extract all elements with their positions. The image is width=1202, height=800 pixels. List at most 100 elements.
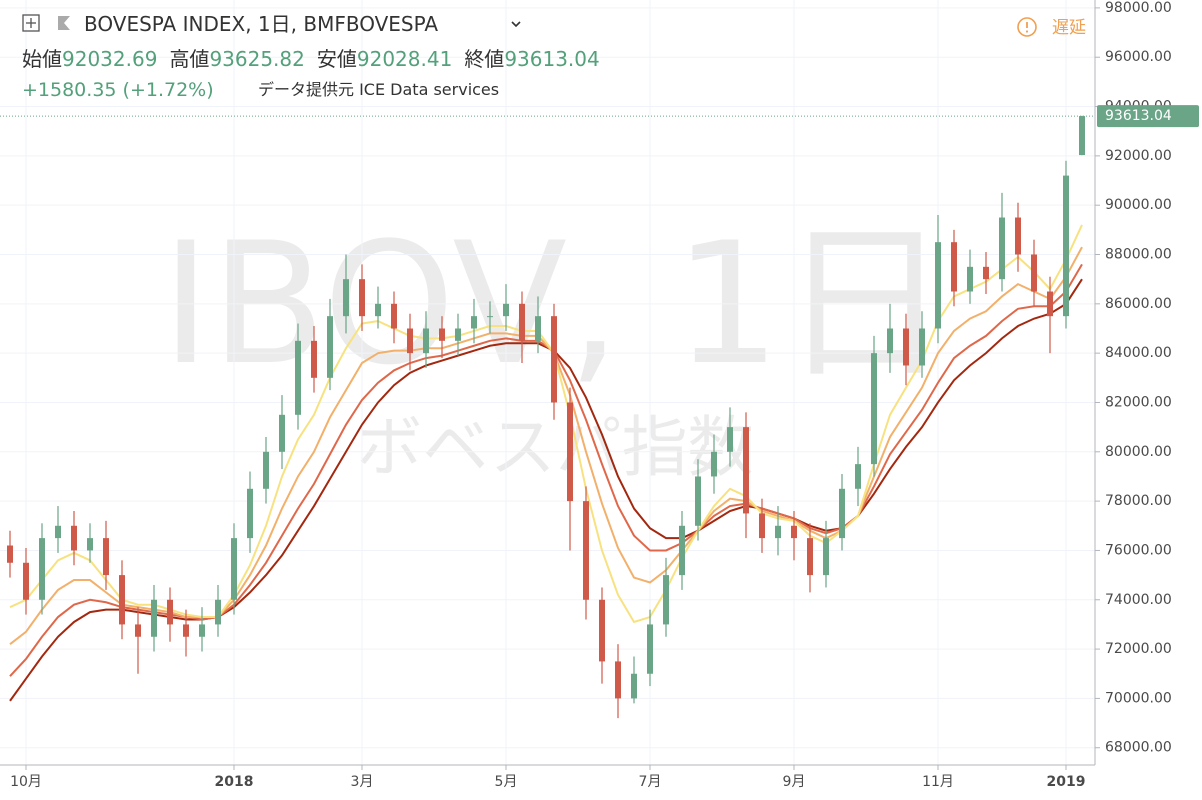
high-value: 93625.82	[209, 47, 304, 71]
expand-icon[interactable]	[22, 14, 40, 32]
y-tick-label: 76000.00	[1105, 542, 1172, 558]
bar-body	[1047, 291, 1053, 317]
data-source: データ提供元 ICE Data services	[258, 80, 499, 99]
bar-body	[791, 525, 797, 539]
delay-icon	[1017, 17, 1037, 37]
bar-body	[183, 624, 189, 637]
bar-body	[807, 538, 813, 576]
x-tick-label: 3月	[351, 774, 374, 790]
bar-body	[583, 501, 589, 600]
bar-body	[839, 488, 845, 539]
moving-average-line	[9, 278, 1083, 702]
bar-body	[327, 316, 333, 378]
bar-body	[71, 525, 77, 551]
bar-body	[215, 599, 221, 625]
bar-body	[167, 599, 173, 625]
dropdown-icon[interactable]	[511, 21, 521, 28]
bar-body	[855, 464, 861, 489]
header: BOVESPA INDEX, 1日, BMFBOVESPA 始値92032.69…	[22, 12, 1086, 101]
bar-body	[631, 673, 637, 699]
y-tick-label: 82000.00	[1105, 394, 1172, 410]
low-value: 92028.41	[357, 47, 452, 71]
bar-body	[39, 538, 45, 600]
bar-body	[503, 303, 509, 317]
y-tick-label: 98000.00	[1105, 0, 1172, 16]
bar-body	[263, 451, 269, 489]
bar-body	[967, 266, 973, 292]
y-tick-label: 72000.00	[1105, 641, 1172, 657]
bar-body	[23, 562, 29, 600]
y-tick-label: 68000.00	[1105, 740, 1172, 756]
delay-icon-dot	[1025, 30, 1029, 33]
bar-body	[439, 328, 445, 341]
bar-body	[663, 575, 669, 625]
bar-body	[391, 303, 397, 329]
close-label: 終値	[464, 47, 504, 71]
bar-body	[375, 303, 381, 317]
bar-body	[615, 661, 621, 699]
bar-body	[599, 599, 605, 662]
bar-body	[103, 538, 109, 576]
bar-body	[999, 217, 1005, 280]
bar-body	[775, 525, 781, 539]
high-label: 高値	[169, 47, 209, 71]
y-tick-label: 88000.00	[1105, 247, 1172, 263]
bar-body	[679, 525, 685, 576]
bar-body	[119, 575, 125, 625]
bar-body	[311, 340, 317, 378]
bar-body	[919, 328, 925, 366]
bar-body	[423, 328, 429, 354]
y-tick-label: 74000.00	[1105, 592, 1172, 608]
x-tick-label: 10月	[10, 774, 42, 790]
bar-body	[823, 538, 829, 576]
watermark-subtitle: ボベスパ指数	[356, 409, 753, 486]
bar-body	[1031, 254, 1037, 292]
time-axis-bg	[0, 765, 1202, 800]
last-price-box	[1097, 105, 1199, 128]
change: +1580.35 (+1.72%)	[22, 79, 214, 101]
bar-body	[343, 279, 349, 317]
moving-average-line	[9, 246, 1083, 645]
x-tick-label: 11月	[922, 774, 954, 790]
bar-body	[551, 316, 557, 403]
bar-body	[935, 242, 941, 329]
bar-body	[567, 402, 573, 502]
x-tick-label: 5月	[495, 774, 518, 790]
y-tick-label: 92000.00	[1105, 148, 1172, 164]
price-bars	[7, 115, 1085, 719]
bar-body	[151, 599, 157, 637]
bar-body	[295, 340, 301, 415]
bar-body	[55, 525, 61, 539]
x-tick-label: 9月	[783, 774, 806, 790]
bar-body	[247, 488, 253, 539]
bar-body	[407, 328, 413, 354]
delay-status[interactable]: 遅延	[1052, 18, 1086, 38]
bar-body	[695, 476, 701, 526]
y-tick-label: 90000.00	[1105, 197, 1172, 213]
ohlc-values: 始値92032.69 高値93625.82 安値92028.41 終値93613.04	[22, 47, 600, 71]
bar-body	[487, 316, 493, 318]
bar-body	[903, 328, 909, 366]
bar-body	[231, 538, 237, 600]
price-axis-bg	[1095, 0, 1202, 800]
y-tick-label: 70000.00	[1105, 690, 1172, 706]
bar-body	[759, 513, 765, 539]
moving-averages	[9, 224, 1083, 702]
bar-body	[887, 328, 893, 354]
bar-body	[7, 545, 13, 563]
bar-body	[951, 242, 957, 292]
flag-icon[interactable]	[58, 16, 70, 30]
x-tick-label: 7月	[639, 774, 662, 790]
bar-body	[135, 624, 141, 637]
y-tick-label: 78000.00	[1105, 493, 1172, 509]
bar-body	[455, 328, 461, 341]
bar-body	[727, 427, 733, 452]
y-tick-label: 96000.00	[1105, 49, 1172, 65]
bar-body	[1063, 175, 1069, 317]
symbol[interactable]: BOVESPA INDEX, 1日, BMFBOVESPA	[84, 12, 438, 36]
bar-body	[535, 316, 541, 341]
y-tick-label: 86000.00	[1105, 296, 1172, 312]
